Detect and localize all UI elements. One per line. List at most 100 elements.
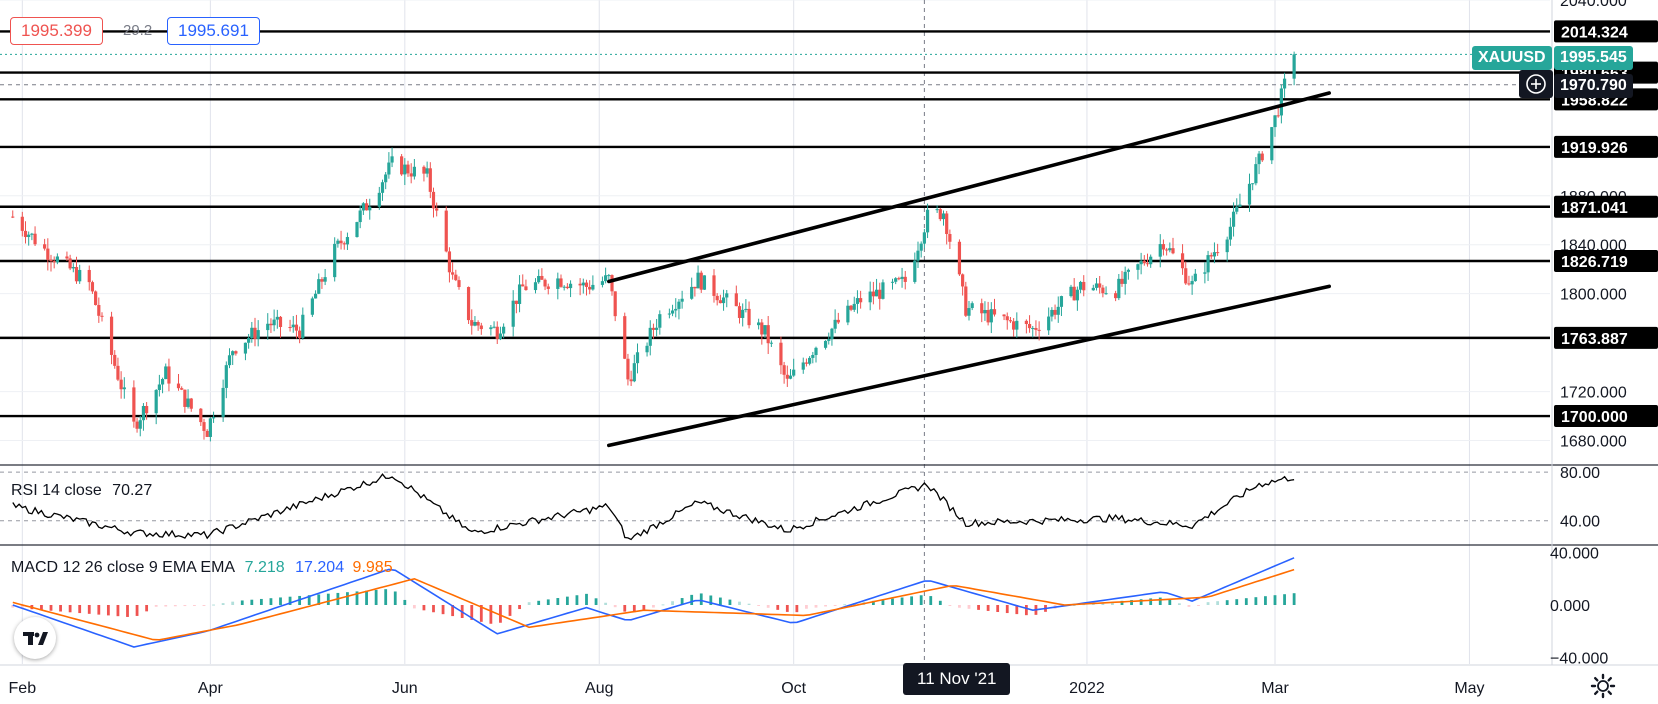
level-price-tag-text: 1871.041 — [1561, 200, 1628, 217]
candle-body — [948, 234, 952, 242]
gear-icon[interactable] — [1590, 673, 1616, 699]
crosshair-date-label: 11 Nov '21 — [903, 663, 1011, 695]
candle-body — [903, 276, 907, 282]
macd-histogram-bar — [365, 590, 368, 605]
candle-body — [489, 327, 493, 330]
candle-body — [568, 283, 573, 289]
macd-histogram-bar — [996, 605, 1000, 612]
candle-body — [894, 278, 898, 282]
channel-trendlines[interactable] — [607, 91, 1331, 448]
candle-body — [540, 275, 544, 280]
candle-body — [412, 166, 416, 177]
candle-body — [645, 345, 649, 353]
macd-histogram-bar — [202, 605, 206, 606]
candle-body — [202, 422, 206, 431]
macd-histogram-bar — [221, 603, 225, 605]
candle-body — [227, 355, 232, 366]
candle-body — [205, 430, 209, 437]
macd-legend[interactable]: MACD 12 26 close 9 EMA EMA 7.218 17.204 … — [11, 559, 393, 577]
candle-body — [27, 234, 31, 238]
candle-body — [543, 279, 547, 287]
macd-histogram-bar — [499, 605, 502, 623]
candle-body — [897, 278, 901, 280]
candle-body — [945, 213, 949, 235]
candle-body — [154, 390, 158, 414]
candle-body — [406, 164, 410, 174]
candle-body — [65, 256, 69, 259]
candle-body — [189, 398, 193, 409]
candle-body — [830, 328, 834, 340]
macd-histogram-bar — [106, 605, 110, 616]
candle-body — [1212, 252, 1217, 257]
candle-body — [1231, 211, 1236, 227]
macd-histogram-bar — [403, 599, 407, 605]
level-price-tag-text: 1919.926 — [1561, 140, 1628, 157]
candle-body — [1027, 323, 1032, 329]
macd-hist-value: 7.218 — [244, 559, 285, 576]
candle-body — [986, 309, 990, 323]
candle-body — [473, 322, 477, 326]
level-price-tag — [1554, 249, 1658, 272]
candle-body — [116, 365, 120, 380]
add-alert-plus-button[interactable] — [1519, 70, 1553, 98]
macd-histogram-bar — [1072, 604, 1076, 606]
candle-body — [1193, 273, 1197, 282]
candle-body — [71, 266, 75, 269]
candle-body — [52, 261, 56, 263]
macd-histogram-bar — [164, 605, 168, 607]
candle-body — [1024, 320, 1028, 324]
macd-histogram-bar — [393, 591, 397, 605]
tradingview-logo[interactable] — [14, 617, 56, 659]
macd-histogram-bar — [881, 599, 885, 605]
candle-body — [1094, 283, 1099, 288]
bid-price-pill[interactable]: 1995.399 — [10, 17, 103, 45]
candle-body — [715, 295, 719, 301]
candle-body — [757, 322, 761, 326]
candle-body — [1012, 321, 1016, 330]
candle-body — [635, 352, 640, 364]
candle-body — [323, 277, 327, 282]
macd-histogram-bar — [642, 605, 646, 611]
candle-body — [537, 275, 541, 283]
macd-histogram-bar — [871, 600, 875, 605]
candle-body — [1257, 153, 1261, 165]
macd-histogram-bar — [1283, 594, 1286, 605]
candle-body — [533, 282, 538, 291]
candle-body — [1072, 286, 1076, 301]
candle-body — [1171, 248, 1175, 254]
macd-histogram-bar — [518, 605, 521, 610]
candle-body — [301, 314, 305, 339]
macd-histogram-bar — [833, 605, 837, 606]
candle-body — [466, 287, 471, 321]
macd-histogram-bar — [250, 599, 254, 605]
candle-body — [782, 365, 786, 375]
candle-body — [852, 303, 856, 310]
macd-histogram-bar — [78, 605, 82, 614]
macd-histogram-bar — [1111, 601, 1114, 605]
candle-body — [298, 330, 302, 339]
candle-body — [167, 366, 171, 384]
candle-body — [1238, 204, 1242, 207]
candle-body — [11, 216, 15, 218]
candle-body — [1228, 226, 1232, 240]
macd-histogram-bar — [1101, 602, 1105, 605]
macd-histogram-bar — [680, 598, 684, 605]
candle-body — [317, 279, 321, 294]
macd-histogram-bar — [1130, 600, 1133, 605]
macd-histogram-bar — [623, 605, 627, 612]
macd-histogram-bar — [1015, 605, 1019, 615]
level-price-tag-text: 2014.324 — [1561, 24, 1628, 41]
plus-circle-icon — [1526, 74, 1546, 94]
candle-body — [846, 305, 850, 323]
rsi-legend[interactable]: RSI 14 close 70.27 — [11, 482, 152, 500]
candle-body — [763, 325, 767, 335]
candle-body — [234, 351, 238, 354]
candle-body — [1031, 328, 1035, 330]
tradingview-logo-icon — [23, 632, 48, 645]
candle-body — [231, 351, 235, 356]
candle-body — [180, 388, 184, 390]
macd-histogram-bar — [307, 595, 311, 605]
ask-price-pill[interactable]: 1995.691 — [167, 17, 260, 45]
macd-histogram-bar — [919, 595, 923, 605]
